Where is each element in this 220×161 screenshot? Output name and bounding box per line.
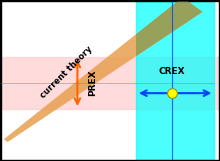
Bar <box>136 1 214 160</box>
Bar <box>1 57 219 109</box>
Text: current theory: current theory <box>39 45 94 100</box>
Polygon shape <box>136 1 203 56</box>
Text: CREX: CREX <box>159 67 185 76</box>
Text: PREX: PREX <box>88 70 97 96</box>
Polygon shape <box>4 0 203 142</box>
